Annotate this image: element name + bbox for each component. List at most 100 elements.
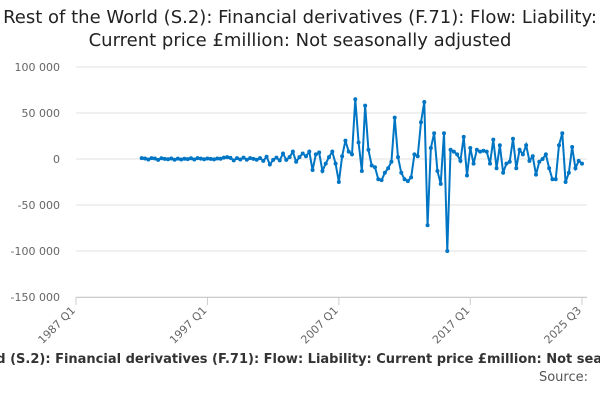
data-point bbox=[166, 157, 170, 162]
data-point bbox=[152, 156, 157, 161]
data-point bbox=[465, 173, 469, 178]
data-point bbox=[553, 177, 558, 182]
data-point bbox=[225, 155, 230, 160]
data-point bbox=[185, 157, 190, 162]
data-point bbox=[297, 155, 302, 160]
data-point bbox=[543, 152, 548, 157]
data-point bbox=[139, 156, 144, 161]
data-point bbox=[534, 172, 538, 177]
data-point bbox=[369, 163, 374, 168]
data-point bbox=[494, 166, 499, 171]
data-point bbox=[458, 158, 463, 163]
data-point bbox=[419, 120, 423, 125]
y-tick-label: -100 000 bbox=[11, 245, 60, 258]
source-label: Source: bbox=[538, 370, 588, 385]
data-point bbox=[402, 177, 407, 182]
data-point bbox=[248, 156, 253, 161]
data-point bbox=[540, 157, 545, 161]
data-point bbox=[205, 156, 210, 161]
data-point bbox=[428, 145, 433, 150]
data-point bbox=[356, 140, 361, 145]
data-point bbox=[363, 103, 368, 108]
chart-title: Rest of the World (S.2): Financial deriv… bbox=[3, 7, 597, 51]
data-point bbox=[570, 145, 575, 150]
data-point bbox=[281, 151, 285, 156]
data-point bbox=[169, 156, 174, 161]
data-point bbox=[258, 156, 262, 161]
x-tick-label: 2017 Q1 bbox=[430, 304, 473, 347]
data-point bbox=[455, 152, 460, 157]
y-tick-label: -150 000 bbox=[11, 291, 60, 304]
data-point bbox=[218, 156, 223, 161]
data-point bbox=[442, 131, 446, 136]
data-point bbox=[461, 134, 466, 139]
data-point bbox=[231, 158, 236, 163]
data-point bbox=[244, 157, 249, 162]
data-point bbox=[382, 170, 387, 175]
data-point bbox=[557, 143, 561, 148]
data-point bbox=[474, 147, 479, 152]
data-point bbox=[343, 138, 348, 143]
data-point bbox=[208, 156, 213, 161]
data-point bbox=[264, 154, 269, 159]
data-point bbox=[386, 166, 391, 171]
data-point bbox=[445, 249, 450, 253]
data-point bbox=[156, 157, 161, 162]
data-point bbox=[471, 161, 476, 166]
data-point bbox=[435, 168, 440, 173]
data-point bbox=[146, 157, 151, 162]
data-point bbox=[488, 161, 492, 166]
data-point bbox=[172, 157, 177, 162]
data-point bbox=[524, 143, 529, 148]
data-point bbox=[396, 155, 400, 160]
data-point bbox=[425, 223, 430, 228]
y-tick-label: 50 000 bbox=[22, 107, 61, 120]
data-point bbox=[215, 156, 220, 161]
x-tick-label: 1997 Q1 bbox=[167, 304, 210, 347]
data-point bbox=[212, 157, 216, 162]
data-point bbox=[399, 170, 404, 175]
data-point bbox=[573, 166, 578, 171]
data-point bbox=[313, 152, 318, 157]
data-point bbox=[271, 157, 276, 162]
data-point bbox=[327, 155, 331, 160]
data-point bbox=[149, 156, 154, 161]
data-point bbox=[530, 154, 535, 159]
data-point bbox=[261, 158, 266, 163]
data-point bbox=[405, 179, 410, 184]
data-point bbox=[162, 156, 167, 161]
data-point bbox=[547, 166, 552, 171]
data-point bbox=[504, 161, 509, 166]
data-point bbox=[238, 157, 243, 162]
data-point bbox=[566, 170, 571, 175]
data-point bbox=[412, 152, 417, 157]
data-point bbox=[451, 149, 456, 154]
data-point bbox=[195, 156, 200, 161]
x-tick-label: 1987 Q1 bbox=[36, 304, 79, 347]
data-point bbox=[563, 180, 568, 184]
series-line bbox=[141, 99, 583, 252]
data-point bbox=[481, 148, 486, 153]
data-point bbox=[294, 159, 299, 164]
data-point bbox=[340, 154, 345, 159]
data-point bbox=[175, 156, 180, 161]
data-point bbox=[179, 157, 184, 162]
data-point bbox=[241, 155, 246, 160]
data-point bbox=[274, 155, 279, 160]
y-tick-label: -50 000 bbox=[18, 199, 60, 212]
data-point bbox=[392, 115, 397, 120]
data-point bbox=[290, 149, 295, 154]
data-point bbox=[189, 156, 193, 161]
data-point bbox=[267, 162, 272, 167]
data-point bbox=[228, 155, 233, 160]
data-point bbox=[366, 147, 371, 152]
data-point bbox=[284, 157, 289, 162]
data-point bbox=[484, 149, 489, 154]
data-point bbox=[350, 152, 354, 157]
data-point bbox=[550, 177, 555, 182]
x-axis-label: Rest of the World (S.2): Financial deriv… bbox=[0, 352, 600, 367]
data-point bbox=[192, 157, 197, 162]
data-point bbox=[304, 154, 308, 159]
data-point bbox=[448, 147, 453, 152]
